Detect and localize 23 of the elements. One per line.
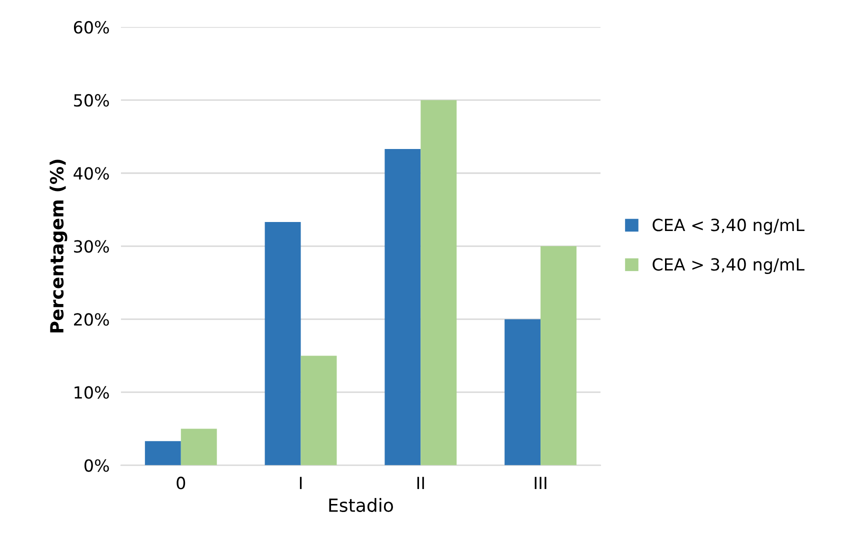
y-tick-label: 30% (74, 240, 109, 253)
bar (300, 356, 337, 466)
bar (384, 149, 421, 466)
bar (504, 319, 541, 466)
x-tick-label: 0 (176, 476, 186, 490)
y-tick-label: 50% (74, 94, 109, 107)
bar (180, 428, 217, 466)
x-tick-label: II (417, 476, 424, 490)
y-tick-label: 0% (84, 459, 109, 472)
legend-label: CEA < 3,40 ng/mL (652, 218, 804, 234)
y-tick-label: 10% (74, 386, 109, 399)
y-tick-label: 40% (74, 167, 109, 180)
x-tick-label: III (534, 476, 546, 490)
bar (144, 441, 181, 466)
bar (420, 100, 457, 466)
y-tick-label: 60% (74, 21, 109, 34)
x-tick-label: I (300, 476, 302, 490)
y-axis-title: Percentagem (%) (50, 160, 68, 332)
y-tick-label: 20% (74, 313, 109, 326)
legend-label: CEA > 3,40 ng/mL (652, 258, 804, 274)
bar (540, 246, 577, 466)
x-axis-title: Estadio (329, 498, 393, 512)
bar (264, 222, 301, 466)
